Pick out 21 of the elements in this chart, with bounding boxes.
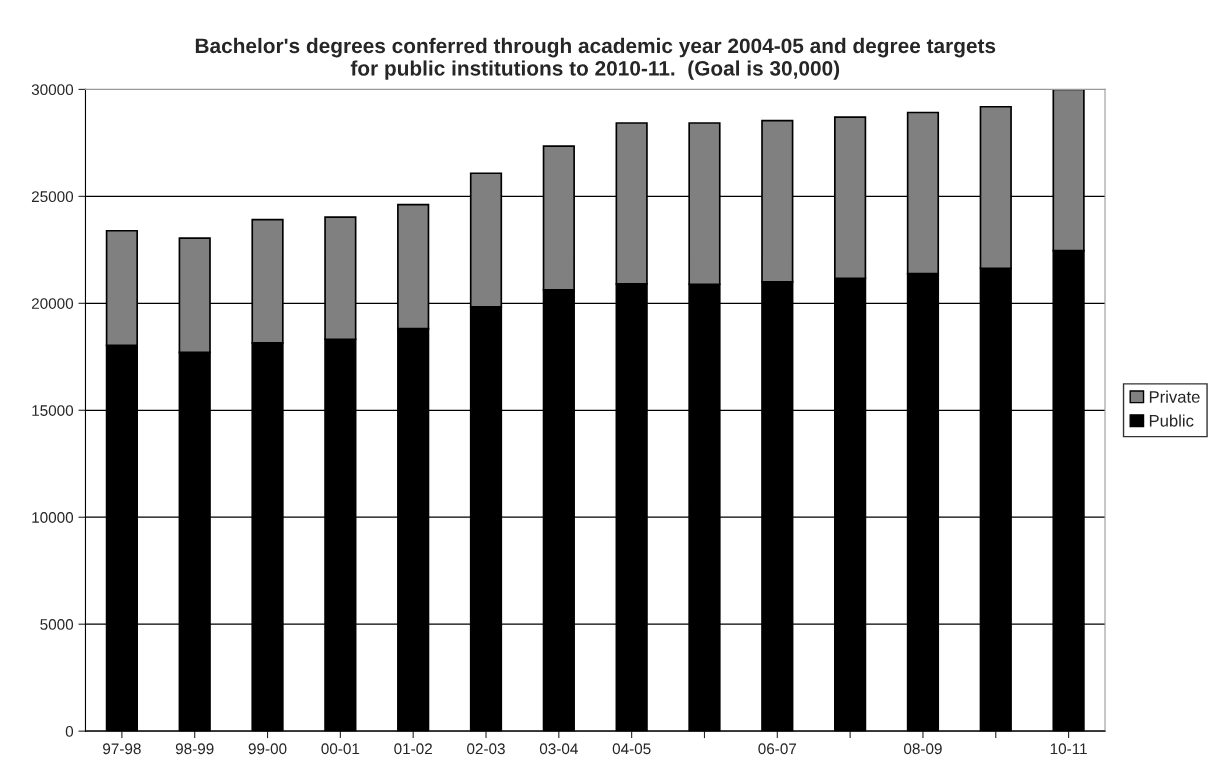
y-tick-label: 30000 [31, 84, 74, 96]
x-tick-label: 02-03 [467, 743, 505, 755]
y-tick-label: 5000 [40, 619, 74, 630]
legend-label: Private [1149, 390, 1200, 403]
y-tick-label: 10000 [32, 512, 74, 523]
chart-title: Bachelor's degrees conferred through academic year 2004-05 and degree targets for public institutions to 2010-11. (Goal is 30,000) [195, 37, 996, 80]
y-tick-label: 25000 [31, 191, 74, 203]
x-tick-label: 98-99 [175, 743, 214, 755]
x-tick-label: 08-09 [904, 743, 942, 755]
x-tick-label: 01-02 [394, 743, 432, 755]
y-tick-label: 15000 [32, 405, 74, 416]
x-tick-label: 06-07 [758, 743, 797, 755]
x-tick-label: 00-01 [321, 743, 360, 755]
x-tick-label: 97-98 [103, 743, 141, 755]
legend-label: Public [1149, 414, 1194, 427]
x-tick-label: 99-00 [248, 743, 287, 755]
y-tick-label: 20000 [31, 298, 74, 309]
x-tick-label: 03-04 [539, 743, 578, 755]
x-tick-label: 04-05 [612, 743, 651, 755]
y-tick-label: 0 [65, 726, 74, 737]
x-tick-label: 10-11 [1050, 743, 1087, 755]
